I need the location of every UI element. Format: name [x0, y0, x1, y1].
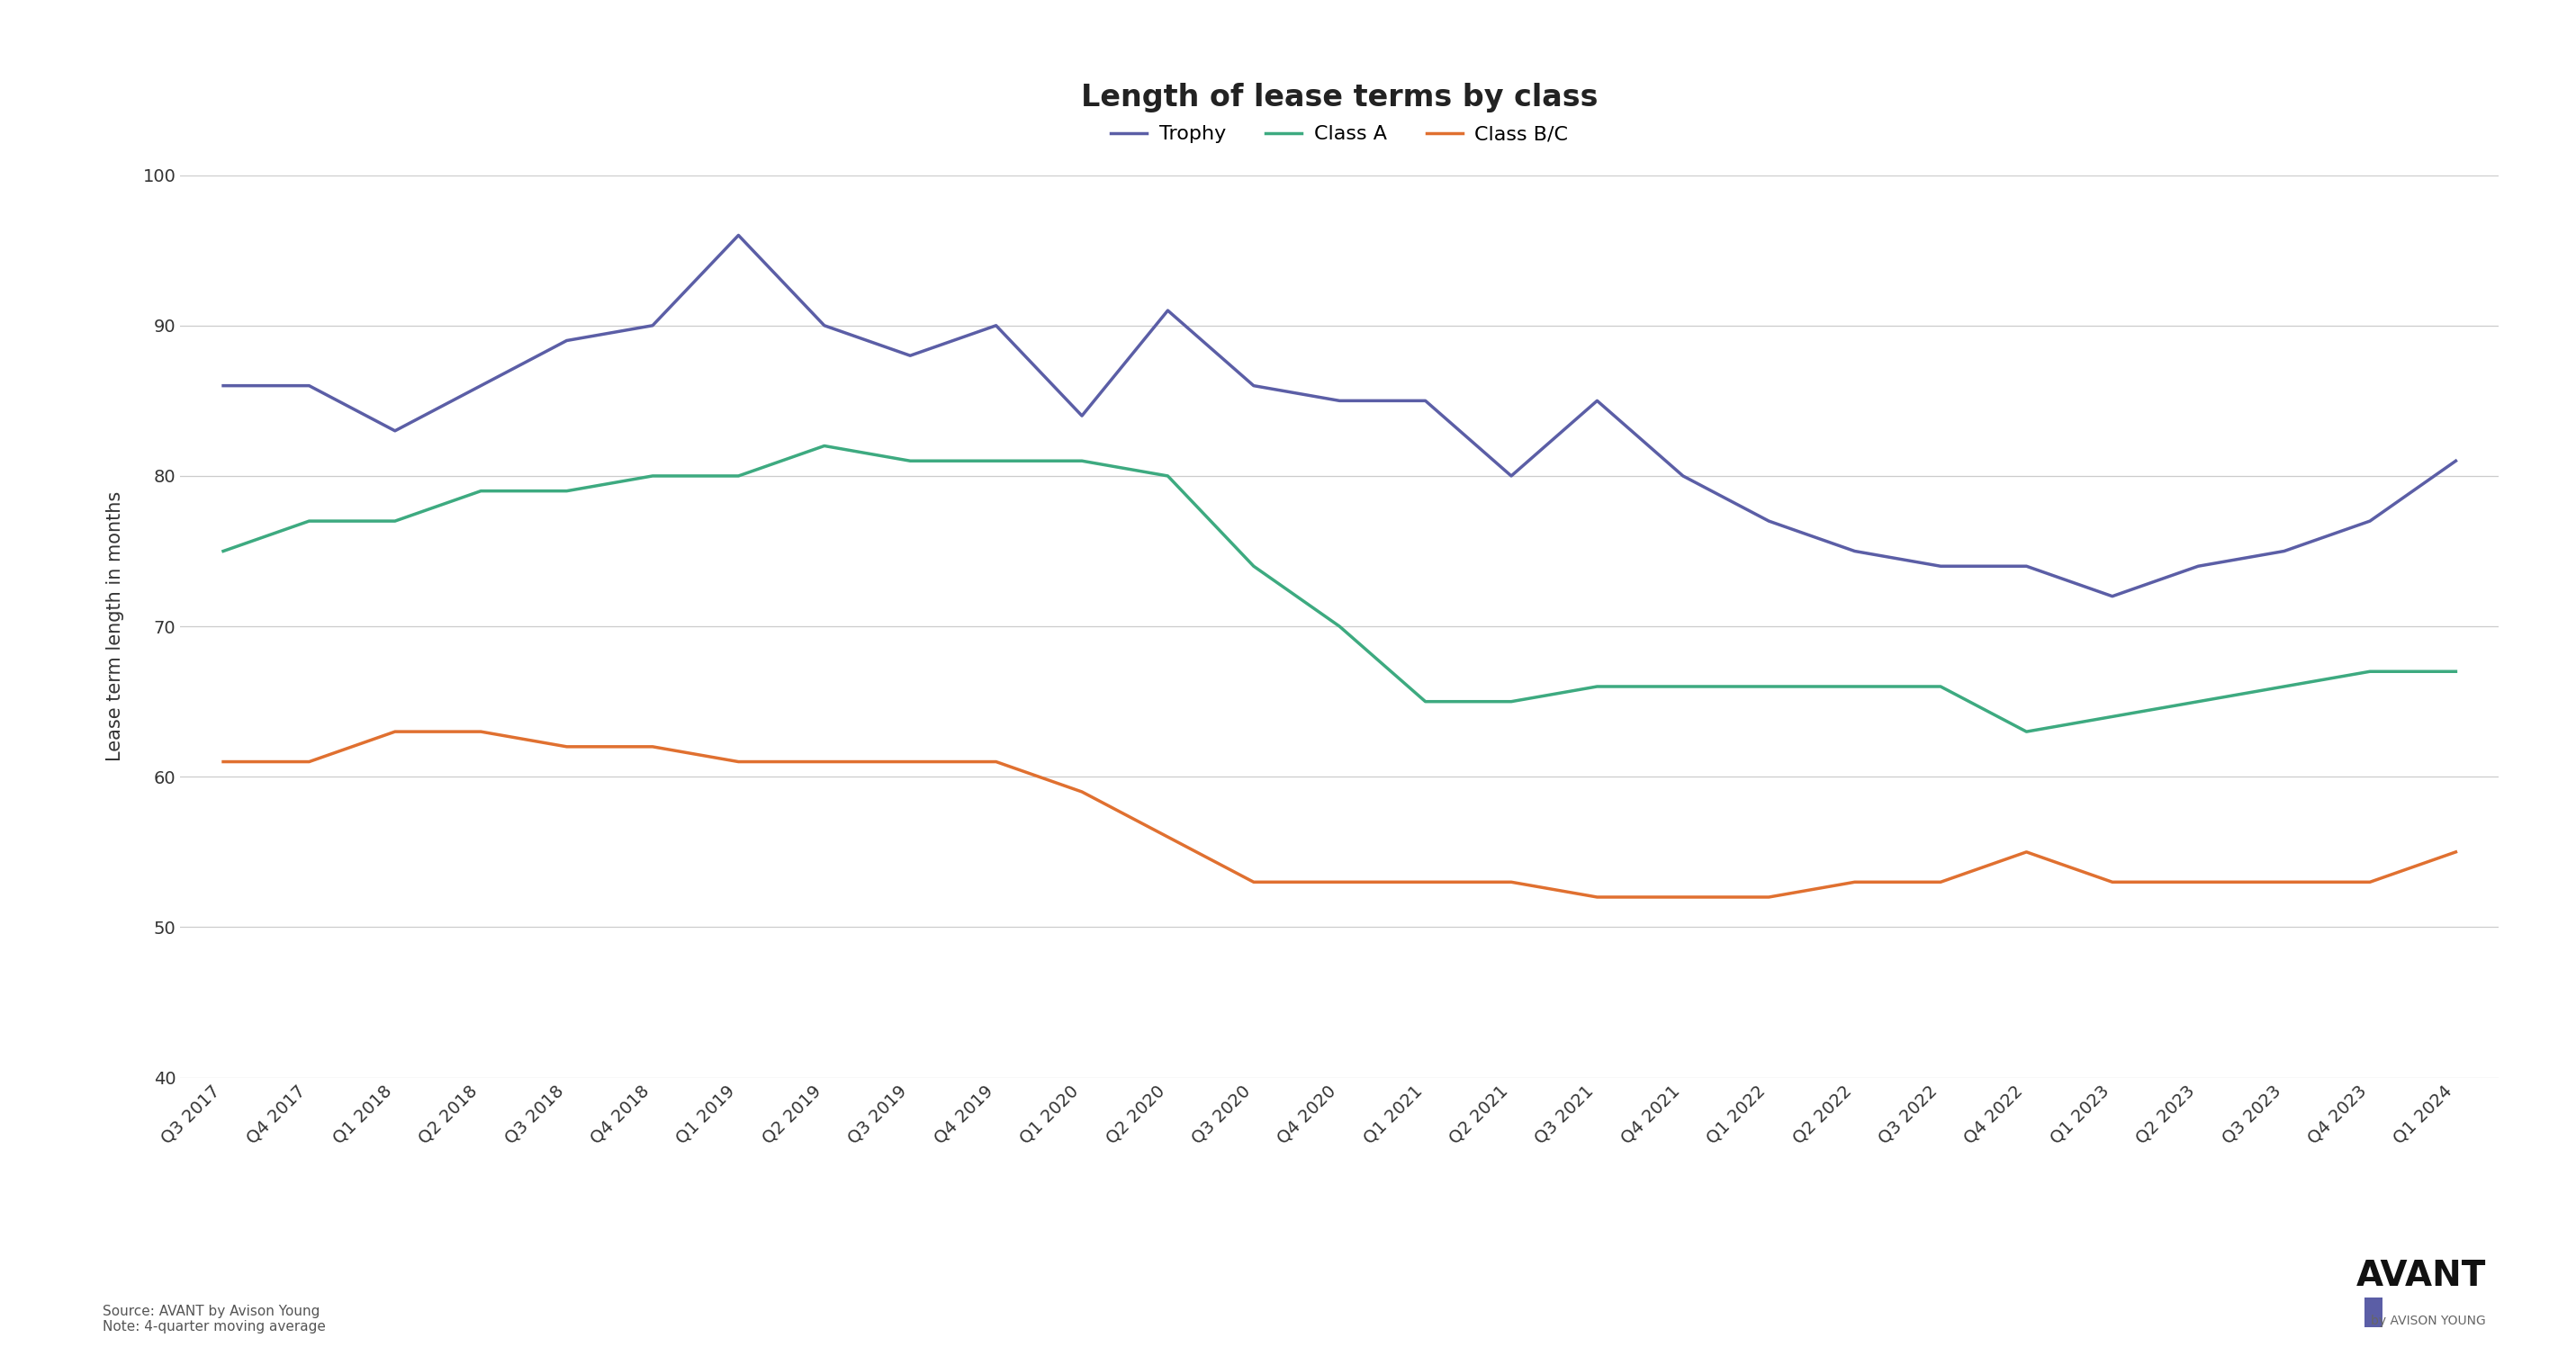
Text: AVANT: AVANT: [2357, 1259, 2486, 1293]
Title: Length of lease terms by class: Length of lease terms by class: [1082, 84, 1597, 113]
Text: Source: AVANT by Avison Young
Note: 4-quarter moving average: Source: AVANT by Avison Young Note: 4-qu…: [103, 1304, 327, 1334]
Legend: Trophy, Class A, Class B/C: Trophy, Class A, Class B/C: [1103, 117, 1577, 151]
Y-axis label: Lease term length in months: Lease term length in months: [106, 492, 124, 761]
Text: by AVISON YOUNG: by AVISON YOUNG: [2370, 1315, 2486, 1327]
